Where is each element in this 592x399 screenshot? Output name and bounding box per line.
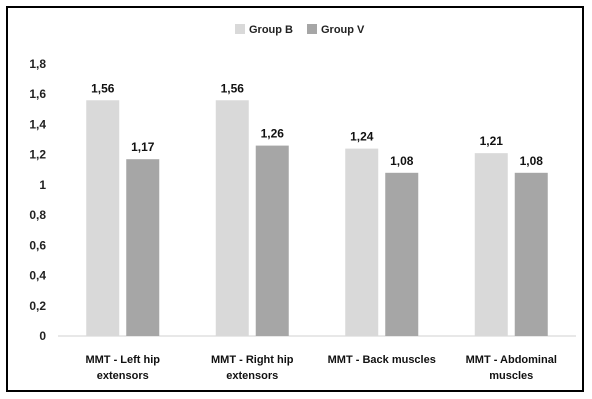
legend-label: Group B xyxy=(249,24,293,36)
data-label: 1,21 xyxy=(480,134,504,148)
x-tick-label: MMT - Abdominal xyxy=(466,354,557,366)
data-label: 1,08 xyxy=(520,154,544,168)
x-tick-label: MMT - Left hip xyxy=(85,354,160,366)
y-tick-label: 1,6 xyxy=(29,87,46,101)
legend-swatch xyxy=(235,24,245,34)
bar-group-b xyxy=(345,148,379,336)
x-tick-label: extensors xyxy=(97,370,149,382)
x-tick-label: MMT - Back muscles xyxy=(328,354,436,366)
data-label: 1,17 xyxy=(131,140,155,154)
legend-label: Group V xyxy=(321,24,365,36)
data-label: 1,26 xyxy=(261,127,285,141)
bar-group-v xyxy=(255,145,289,336)
bar-group-b xyxy=(86,100,120,337)
y-tick-label: 1,4 xyxy=(29,117,46,131)
bar-group-v xyxy=(514,172,548,336)
y-tick-label: 0,2 xyxy=(29,299,46,313)
bar-group-v xyxy=(385,172,419,336)
y-tick-label: 1,8 xyxy=(29,57,46,71)
legend-swatch xyxy=(307,24,317,34)
bar-group-b xyxy=(215,100,249,337)
data-label: 1,56 xyxy=(91,81,115,95)
y-tick-label: 0,8 xyxy=(29,208,46,222)
bar-group-b xyxy=(474,153,508,336)
y-tick-label: 0 xyxy=(39,329,46,343)
y-tick-label: 0,6 xyxy=(29,238,46,252)
bar-group-v xyxy=(126,159,160,336)
data-label: 1,56 xyxy=(221,81,245,95)
x-tick-label: extensors xyxy=(226,370,278,382)
data-label: 1,08 xyxy=(390,154,414,168)
y-tick-label: 1 xyxy=(39,178,46,192)
x-tick-label: muscles xyxy=(489,370,533,382)
x-tick-label: MMT - Right hip xyxy=(211,354,294,366)
data-label: 1,24 xyxy=(350,130,374,144)
y-tick-label: 1,2 xyxy=(29,148,46,162)
y-tick-label: 0,4 xyxy=(29,269,46,283)
